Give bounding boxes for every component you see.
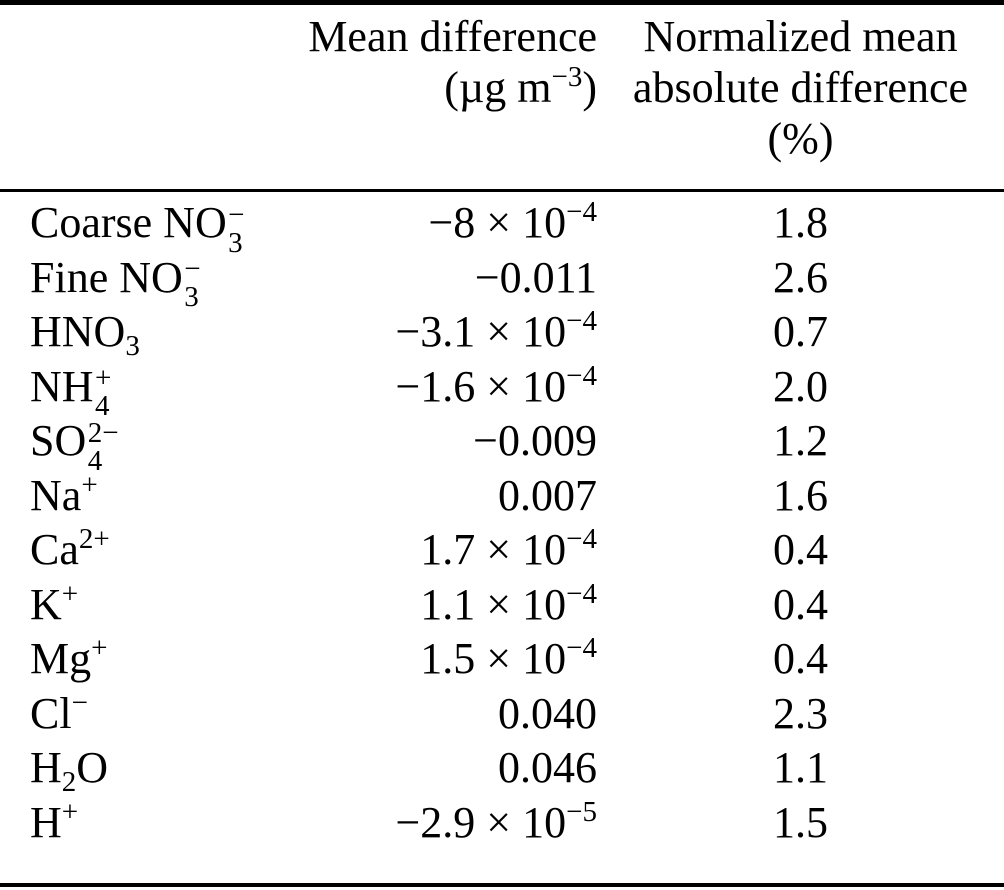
table-row: NH +4 −1.6 × 10−4 2.0 bbox=[0, 359, 1004, 423]
header-line: Mean difference bbox=[308, 12, 597, 61]
table-row: HNO3 −3.1 × 10−4 0.7 bbox=[0, 305, 1004, 362]
header-line: (%) bbox=[767, 114, 834, 163]
nmad-cell: 1.2 bbox=[773, 416, 828, 465]
table-row: Na+ 0.007 1.6 bbox=[0, 469, 1004, 524]
table-header-row: Mean difference (µg m−3) Normalized mean a… bbox=[0, 5, 1004, 164]
table-header-rule bbox=[0, 189, 1004, 192]
mean-difference-cell: −0.009 bbox=[473, 416, 597, 465]
header-line: Normalized mean bbox=[643, 12, 958, 61]
nmad-cell: 0.4 bbox=[773, 634, 828, 683]
table-row: Fine NO −3 −0.011 2.6 bbox=[0, 251, 1004, 314]
nmad-cell: 0.7 bbox=[773, 307, 828, 356]
mean-difference-cell: −8 × 10−4 bbox=[428, 196, 597, 247]
table-bottom-rule bbox=[0, 883, 1004, 887]
header-normalized-mean-absolute-difference: Normalized mean absolute difference (%) bbox=[597, 11, 1004, 164]
table-top-rule bbox=[0, 0, 1004, 5]
nmad-cell: 2.0 bbox=[773, 361, 828, 411]
mean-difference-cell: −2.9 × 10−5 bbox=[395, 795, 597, 847]
nmad-cell: 1.1 bbox=[773, 743, 828, 792]
species-cell: SO 2− 4 bbox=[30, 416, 119, 477]
nmad-cell: 0.4 bbox=[773, 525, 828, 574]
header-species-cell bbox=[0, 11, 305, 164]
mean-difference-cell: 1.7 × 10−4 bbox=[420, 523, 597, 574]
nmad-cell: 1.6 bbox=[773, 470, 828, 520]
species-cell: Coarse NO −3 bbox=[30, 198, 245, 259]
header-line: absolute difference bbox=[632, 63, 969, 112]
header-mean-difference: Mean difference (µg m−3) bbox=[305, 11, 597, 164]
species-cell: Na+ bbox=[30, 468, 98, 520]
table-row: Mg+ 1.5 × 10−4 0.4 bbox=[0, 632, 1004, 687]
species-cell: K+ bbox=[30, 577, 79, 629]
species-cell: H2O bbox=[30, 743, 109, 798]
ion-charge-stack: −3 bbox=[184, 253, 201, 314]
species-cell: Mg+ bbox=[30, 632, 108, 683]
nmad-cell: 2.6 bbox=[773, 252, 828, 302]
species-cell: HNO3 bbox=[30, 307, 140, 362]
table-row: H+ −2.9 × 10−5 1.5 bbox=[0, 796, 1004, 851]
mean-difference-cell: −3.1 × 10−4 bbox=[395, 305, 597, 356]
mean-difference-cell: −0.011 bbox=[474, 252, 597, 302]
species-cell: H+ bbox=[30, 795, 79, 847]
mean-difference-cell: 1.1 × 10−4 bbox=[420, 577, 597, 629]
table-row: K+ 1.1 × 10−4 0.4 bbox=[0, 578, 1004, 633]
mean-difference-cell: 0.046 bbox=[498, 743, 597, 792]
species-cell: Ca2+ bbox=[30, 523, 110, 574]
mean-difference-cell: −1.6 × 10−4 bbox=[395, 359, 597, 411]
ion-charge-stack: 2− 4 bbox=[87, 416, 119, 477]
header-line: (µg m−3) bbox=[444, 61, 597, 112]
nmad-cell: 0.4 bbox=[773, 579, 828, 629]
table-row: Cl− 0.040 2.3 bbox=[0, 687, 1004, 742]
species-cell: Cl− bbox=[30, 686, 88, 738]
table-row: Ca2+ 1.7 × 10−4 0.4 bbox=[0, 523, 1004, 578]
mean-difference-cell: 0.040 bbox=[498, 688, 597, 738]
table-body: Coarse NO −3 −8 × 10−4 1.8 Fine NO −3 −0.0… bbox=[0, 192, 1004, 850]
species-cell: NH +4 bbox=[30, 361, 112, 423]
mean-difference-cell: 0.007 bbox=[498, 470, 597, 520]
table-row: Coarse NO −3 −8 × 10−4 1.8 bbox=[0, 196, 1004, 259]
nmad-cell: 2.3 bbox=[773, 688, 828, 738]
table-row: SO 2− 4 −0.009 1.2 bbox=[0, 414, 1004, 477]
nmad-cell: 1.5 bbox=[773, 797, 828, 847]
nmad-cell: 1.8 bbox=[773, 198, 828, 247]
species-cell: Fine NO −3 bbox=[30, 252, 201, 314]
mean-difference-cell: 1.5 × 10−4 bbox=[420, 632, 597, 683]
ion-charge-stack: −3 bbox=[228, 198, 245, 259]
ion-charge-stack: +4 bbox=[95, 362, 112, 423]
table-row: H2O 0.046 1.1 bbox=[0, 741, 1004, 796]
